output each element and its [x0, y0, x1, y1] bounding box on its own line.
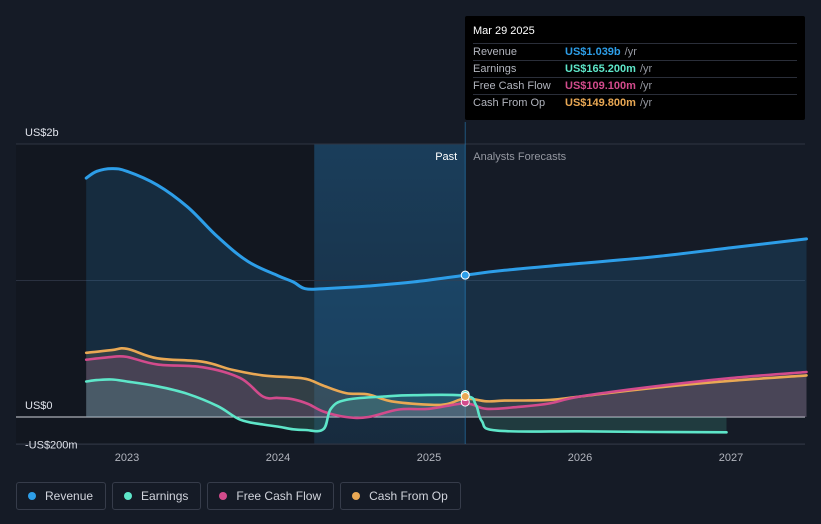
series-line-revenue — [84, 167, 808, 291]
tooltip-row-earnings: Earnings US$165.200m /yr — [473, 60, 797, 77]
tooltip-value: US$1.039b — [565, 46, 621, 58]
series-area-earnings — [86, 379, 727, 433]
tooltip-row-free-cash-flow: Free Cash Flow US$109.100m /yr — [473, 77, 797, 94]
x-tick-label: 2025 — [417, 452, 441, 464]
past-label: Past — [435, 151, 457, 163]
tooltip-label: Free Cash Flow — [473, 80, 551, 92]
legend-item-free-cash-flow[interactable]: Free Cash Flow — [207, 482, 335, 510]
tooltip-label: Earnings — [473, 63, 517, 75]
tooltip-label: Revenue — [473, 46, 518, 58]
series-line-free-cash-flow — [84, 354, 808, 420]
forecast-label: Analysts Forecasts — [473, 151, 566, 163]
legend-dot-icon — [352, 492, 361, 500]
legend-label: Earnings — [141, 489, 189, 503]
legend-dot-icon — [219, 492, 228, 500]
tooltip-date: Mar 29 2025 — [473, 25, 535, 37]
highlight-point — [460, 270, 470, 280]
tooltip-label: Cash From Op — [473, 97, 546, 109]
history-band — [16, 144, 315, 444]
tooltip-value: US$109.100m — [565, 80, 636, 92]
tooltip-value: US$165.200m — [565, 63, 636, 75]
legend-label: Free Cash Flow — [236, 489, 322, 503]
tooltip-unit: /yr — [639, 80, 653, 92]
tooltip-unit: /yr — [624, 46, 637, 58]
x-tick-label: 2024 — [266, 452, 290, 464]
x-tick-label: 2027 — [719, 452, 743, 464]
series-area-revenue — [86, 168, 807, 417]
legend-dot-icon — [28, 492, 36, 500]
legend: Revenue Earnings Free Cash Flow Cash Fro… — [16, 482, 461, 512]
tooltip-value: US$149.800m — [565, 97, 636, 109]
tooltip-panel: Mar 29 2025 Revenue US$1.039b /yr Earnin… — [465, 16, 805, 120]
x-tick-label: 2023 — [115, 452, 139, 464]
y-tick-label: -US$200m — [25, 439, 78, 451]
legend-item-revenue[interactable]: Revenue — [16, 482, 107, 510]
x-tick-label: 2026 — [568, 452, 592, 464]
legend-label: Revenue — [45, 489, 94, 503]
highlight-point — [460, 392, 470, 402]
series-area-free-cash-flow — [86, 356, 807, 418]
legend-item-earnings[interactable]: Earnings — [112, 482, 202, 510]
y-tick-label: US$2b — [25, 127, 59, 139]
series-area-cash-from-op — [86, 348, 807, 417]
legend-dot-icon — [124, 492, 133, 500]
tooltip-row-revenue: Revenue US$1.039b /yr — [473, 43, 797, 60]
series-line-earnings — [84, 378, 728, 434]
legend-label: Cash From Op — [369, 489, 448, 503]
y-tick-label: US$0 — [25, 400, 53, 412]
tooltip-unit: /yr — [639, 63, 653, 75]
legend-item-cash-from-op[interactable]: Cash From Op — [340, 482, 461, 510]
tooltip-unit: /yr — [639, 97, 653, 109]
tooltip-row-cash-from-op: Cash From Op US$149.800m /yr — [473, 94, 797, 111]
